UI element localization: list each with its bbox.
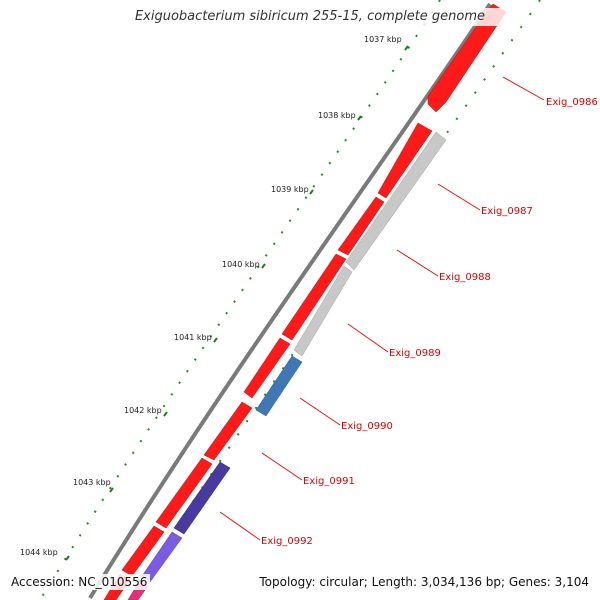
- inner-tick-ring: [39, 0, 441, 600]
- reverse-strand-genes: [127, 131, 447, 600]
- gene-exig-0989-b[interactable]: [243, 337, 291, 399]
- leader-line-exig-0992: [219, 511, 261, 541]
- gene-label-exig-0992[interactable]: Exig_0992: [261, 536, 313, 547]
- tick-label-1044: 1044 kbp: [20, 548, 58, 557]
- tick-mark-1038: [357, 115, 362, 121]
- gene-label-exig-0987[interactable]: Exig_0987: [481, 206, 533, 217]
- genome-title: Exiguobacterium sibiricum 255-15, comple…: [100, 8, 520, 26]
- tick-label-1037: 1037 kbp: [364, 35, 402, 44]
- gene-label-exig-0990[interactable]: Exig_0990: [341, 421, 393, 432]
- gene-exig-0989[interactable]: [281, 253, 347, 341]
- leader-line-exig-0989: [347, 323, 389, 353]
- tick-label-1042: 1042 kbp: [124, 406, 162, 415]
- tick-mark-1043: [109, 487, 114, 493]
- gene-labels: Exig_0986 Exig_0987 Exig_0988 Exig_0989 …: [261, 97, 598, 547]
- kbp-tick-labels: 1037 kbp 1038 kbp 1039 kbp 1040 kbp 1041…: [20, 35, 402, 557]
- gene-label-exig-0991[interactable]: Exig_0991: [303, 476, 355, 487]
- gene-exig-0987-b[interactable]: [337, 196, 385, 256]
- gene-exig-0991[interactable]: [203, 401, 253, 461]
- tick-mark-1037: [404, 45, 409, 51]
- genome-summary-text: Topology: circular; Length: 3,034,136 bp…: [256, 574, 592, 590]
- tick-label-1043: 1043 kbp: [73, 478, 111, 487]
- kbp-tick-marks: [65, 45, 409, 561]
- leader-line-exig-0991: [261, 452, 303, 481]
- tick-label-1040: 1040 kbp: [222, 260, 260, 269]
- gene-label-exig-0986[interactable]: Exig_0986: [546, 97, 598, 108]
- tick-mark-1039: [309, 189, 314, 195]
- gene-exig-0992[interactable]: [173, 461, 231, 535]
- tick-mark-1042: [163, 411, 168, 417]
- gene-label-exig-0989[interactable]: Exig_0989: [389, 348, 441, 359]
- leader-line-exig-0988: [396, 249, 439, 277]
- gene-exig-0987[interactable]: [377, 122, 433, 199]
- tick-label-1041: 1041 kbp: [174, 333, 212, 342]
- leader-line-exig-0987: [437, 183, 481, 211]
- tick-label-1039: 1039 kbp: [271, 185, 309, 194]
- gene-exig-0988[interactable]: [345, 131, 447, 271]
- forward-strand-genes: [103, 3, 507, 600]
- gene-exig-0991-b[interactable]: [155, 457, 213, 529]
- gene-label-lines: [219, 76, 545, 541]
- tick-mark-1044: [65, 555, 70, 561]
- gene-exig-0990[interactable]: [255, 355, 303, 417]
- leader-line-exig-0990: [299, 397, 341, 426]
- gene-label-exig-0988[interactable]: Exig_0988: [439, 272, 491, 283]
- gene-exig-0989-rev[interactable]: [293, 265, 353, 357]
- leader-line-exig-0986: [502, 76, 545, 101]
- tick-label-1038: 1038 kbp: [318, 111, 356, 120]
- tick-mark-1040: [261, 263, 266, 269]
- tick-mark-1041: [213, 337, 218, 343]
- genome-backbone: [88, 2, 492, 600]
- accession-text: Accession: NC_010556: [8, 574, 151, 590]
